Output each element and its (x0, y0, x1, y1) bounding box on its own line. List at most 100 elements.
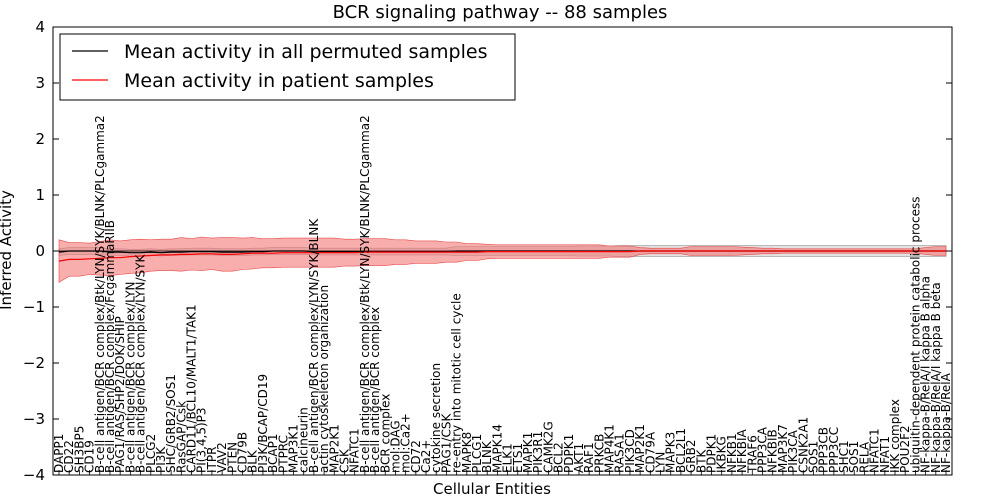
category-label: actin cytoskeleton organization (317, 285, 331, 473)
y-tick-label: −3 (23, 410, 45, 428)
category-label: MAP3K7 (776, 424, 790, 473)
category-label: PRKCB (592, 434, 606, 473)
category-label: RASA1 (613, 433, 627, 473)
category-label: NFKBIA (735, 428, 749, 473)
category-label: SOS1 (847, 441, 861, 473)
category-label: RELA (857, 441, 871, 473)
category-label: mol:Ca2+ (399, 413, 413, 473)
category-label: NFKBIB (766, 429, 780, 473)
category-label: PPP3CA (756, 426, 770, 473)
category-label: POU2F2 (898, 425, 912, 473)
category-label: MAP3K1 (287, 424, 301, 473)
category-label: mol:DAG (388, 420, 402, 473)
category-label: TRAF6 (745, 435, 759, 474)
category-label: BCR complex (378, 394, 392, 473)
category-label: CD79A (643, 431, 657, 473)
y-tick-label: −1 (23, 298, 45, 316)
category-label: MAPK14 (490, 424, 504, 473)
category-label: ubiquitin-dependent protein catabolic pr… (908, 197, 922, 473)
category-label: ITPR (205, 447, 219, 473)
category-label: NFATC1 (348, 428, 362, 473)
confidence-bands (58, 236, 947, 283)
category-label: PTEN (225, 442, 239, 473)
category-label: MAP4K1 (603, 424, 617, 473)
series-line-1 (58, 250, 946, 262)
category-label: NFAT1 (878, 436, 892, 473)
category-label: B-cell antigen/BCR complex (368, 307, 382, 473)
category-label: GRB2 (684, 439, 698, 473)
category-label: Ca2+ (419, 440, 433, 473)
category-label: re-entry into mitotic cell cycle (450, 293, 464, 473)
chart-title: BCR signaling pathway -- 88 samples (333, 2, 668, 23)
legend: Mean activity in all permuted samples Me… (59, 33, 516, 101)
category-label: VAV2 (215, 442, 229, 473)
category-label: BLNK (480, 440, 494, 473)
category-label: RAF1 (582, 442, 596, 473)
category-label: IKBKG (715, 436, 729, 473)
category-label: B-cell antigen/BCR complex/Btk/LYN/SYK/B… (93, 115, 107, 473)
category-label: PPP3CC (827, 427, 841, 473)
category-label: B-cell antigen/BCR complex/LYN/SYK (134, 253, 148, 473)
legend-label-patient: Mean activity in patient samples (124, 70, 434, 92)
y-tick-label: 1 (35, 186, 45, 204)
category-label: MAPK1 (521, 432, 535, 473)
category-label: CSK (338, 448, 352, 473)
category-label: NFKB1 (725, 433, 739, 473)
y-tick-label: 0 (35, 242, 45, 260)
category-label: AKT1 (572, 443, 586, 473)
y-tick-label: −2 (23, 354, 45, 372)
category-label: NFATC1 (868, 428, 882, 473)
category-label: PIK3CD (623, 429, 637, 473)
category-label: BCAP1 (266, 434, 280, 473)
category-label: BLK (246, 449, 260, 473)
category-label: PI(3,4,5)P3 (195, 407, 209, 473)
category-label: CD22 (62, 440, 76, 473)
category-label: MAPK3 (664, 432, 678, 473)
category-label: PAG1/RAS/SHP2/DOK/SHIP (113, 316, 127, 473)
x-axis (58, 470, 947, 475)
category-label: DAPP1 (52, 434, 66, 473)
category-label: BCL2L1 (674, 428, 688, 473)
y-tick-label: 3 (35, 74, 45, 92)
category-label: CAMK2G (541, 421, 555, 473)
category-label: IKK complex (888, 399, 902, 473)
category-label: calcineurin (297, 407, 311, 473)
category-label: PLCG2 (144, 434, 158, 473)
series-band-1 (58, 236, 947, 283)
x-axis-label: Cellular Entities (433, 480, 551, 498)
legend-box (59, 33, 516, 101)
category-label: PI3K/BCAP/CD19 (256, 374, 270, 473)
y-tick-label: −4 (23, 466, 45, 484)
y-tick-label: 4 (35, 18, 45, 36)
category-label: ETS1 (511, 443, 525, 473)
category-label: MAP2K1 (633, 424, 647, 473)
category-label: PI3K (154, 446, 168, 473)
category-label: PPP3CB (817, 427, 831, 473)
y-axis-label: Inferred Activity (0, 190, 15, 310)
category-label: CD79B (236, 432, 250, 473)
category-label: B-cell antigen/BCR complex/LYN (123, 281, 137, 473)
category-label: PDPK1 (705, 434, 719, 473)
category-label: NF-kappa-B/RelA/I kappa B alpha (919, 276, 933, 473)
category-label: LYN (654, 452, 668, 473)
category-label: CARD11/BCL10/MALT1/TAK1 (185, 304, 199, 473)
category-label: PLCG1 (470, 434, 484, 473)
category-label: PIK3R1 (531, 431, 545, 473)
category-label: cytokine secretion (429, 363, 443, 473)
category-label: B-cell antigen/BCR complex/LYN/SYK/BLNK (307, 218, 321, 473)
category-label: MAP2K1 (327, 424, 341, 473)
series-lines (58, 250, 946, 262)
category-label: BCL2 (552, 442, 566, 473)
category-label: RasGAP/Csk (174, 401, 188, 473)
category-label: B-cell antigen/BCR complex/FcgammaRIIB (103, 220, 117, 473)
category-label: ELK1 (501, 443, 515, 473)
category-label: BTK (694, 448, 708, 473)
category-label: NF-kappa-B/RelA (939, 372, 953, 473)
category-label: CD19 (83, 440, 97, 473)
category-label: PAG1/CSK (439, 413, 453, 473)
category-label: SH3BP5 (72, 426, 86, 473)
category-label: NF-kappa-B/RelA/I kappa B beta (929, 282, 943, 473)
category-label: SHC/GRB2/SOS1 (164, 374, 178, 473)
category-label: SHC1 (837, 440, 851, 473)
